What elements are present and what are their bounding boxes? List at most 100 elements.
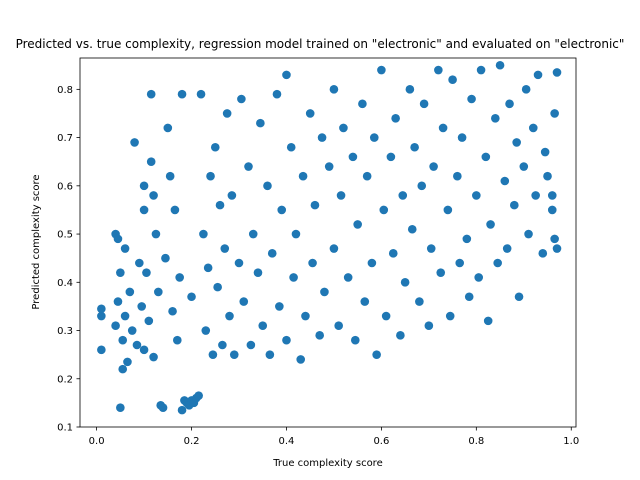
data-point [225, 311, 234, 321]
data-point [132, 340, 142, 350]
data-point [481, 152, 491, 162]
data-point [369, 133, 379, 142]
x-tick-label: 0.6 [373, 436, 389, 447]
data-point [464, 292, 474, 302]
data-point [263, 181, 272, 191]
data-point [379, 205, 389, 215]
data-point [445, 311, 455, 321]
data-point [237, 94, 246, 104]
data-point [113, 234, 123, 244]
data-point [317, 133, 327, 142]
data-point [118, 364, 128, 374]
data-point [289, 273, 298, 282]
data-point [165, 171, 175, 181]
data-point [550, 234, 559, 244]
data-point [118, 335, 128, 345]
data-point [462, 234, 472, 244]
scatter-points [97, 60, 562, 415]
data-point [547, 191, 557, 200]
data-point [417, 181, 427, 191]
data-point [396, 331, 405, 340]
data-point [329, 244, 339, 253]
data-point [358, 99, 367, 109]
data-point [158, 403, 168, 413]
data-point [267, 249, 277, 258]
data-point [246, 340, 256, 350]
plot-area-frame [79, 57, 577, 428]
data-point [320, 287, 329, 297]
data-point [500, 176, 510, 186]
data-point [336, 191, 346, 200]
data-point [139, 181, 149, 191]
data-point [308, 258, 317, 268]
data-point [531, 191, 540, 200]
data-point [210, 142, 220, 152]
x-tick-label: 0.4 [279, 436, 295, 447]
data-point [528, 123, 538, 133]
data-point [550, 109, 559, 118]
data-point [130, 138, 139, 147]
data-point [149, 352, 158, 362]
data-point [343, 273, 353, 282]
data-point [510, 200, 519, 210]
data-point [386, 152, 396, 162]
data-point [256, 118, 265, 128]
data-point [472, 191, 481, 200]
data-point [272, 89, 282, 99]
data-point [244, 162, 253, 171]
data-point [149, 191, 158, 200]
data-point [168, 306, 177, 316]
data-point [391, 113, 400, 123]
data-point [229, 350, 239, 359]
data-point [453, 171, 462, 181]
data-point [483, 316, 493, 326]
data-point [334, 321, 343, 331]
data-point [448, 75, 457, 85]
data-point [146, 157, 156, 167]
data-point [324, 162, 334, 171]
data-point [154, 287, 163, 297]
data-point [111, 321, 120, 331]
data-point [543, 171, 552, 181]
data-point [123, 357, 132, 367]
y-tick-label: 0.6 [57, 181, 73, 192]
data-point [253, 268, 263, 277]
x-axis-label: True complexity score [272, 458, 382, 469]
data-point [533, 70, 543, 80]
data-point [339, 123, 348, 133]
data-point [187, 292, 196, 302]
data-point [203, 263, 213, 273]
data-point [239, 297, 249, 306]
data-point [372, 350, 381, 359]
data-point [170, 205, 180, 215]
data-point [505, 99, 514, 109]
data-point [443, 205, 453, 215]
data-point [405, 85, 415, 94]
data-point [201, 326, 211, 335]
data-point [151, 229, 161, 239]
data-point [142, 268, 151, 277]
data-point [127, 326, 137, 335]
data-point [455, 258, 465, 268]
data-point [377, 65, 386, 75]
data-point [519, 162, 529, 171]
data-point [360, 297, 370, 306]
data-point [495, 60, 505, 70]
data-point [177, 89, 187, 99]
data-point [407, 224, 417, 234]
data-point [213, 282, 222, 292]
data-point [552, 68, 562, 77]
data-point [426, 244, 436, 253]
data-point [144, 316, 154, 326]
data-point [310, 200, 320, 210]
x-axis: 0.0 0.2 0.4 0.6 0.8 1.0 [89, 427, 579, 447]
data-point [139, 345, 149, 355]
data-point [552, 244, 562, 253]
data-point [234, 258, 244, 268]
data-point [199, 229, 208, 239]
data-point [434, 65, 443, 75]
data-point [248, 229, 258, 239]
data-point [491, 113, 500, 123]
y-tick-label: 0.4 [57, 278, 73, 289]
data-point [218, 340, 227, 350]
